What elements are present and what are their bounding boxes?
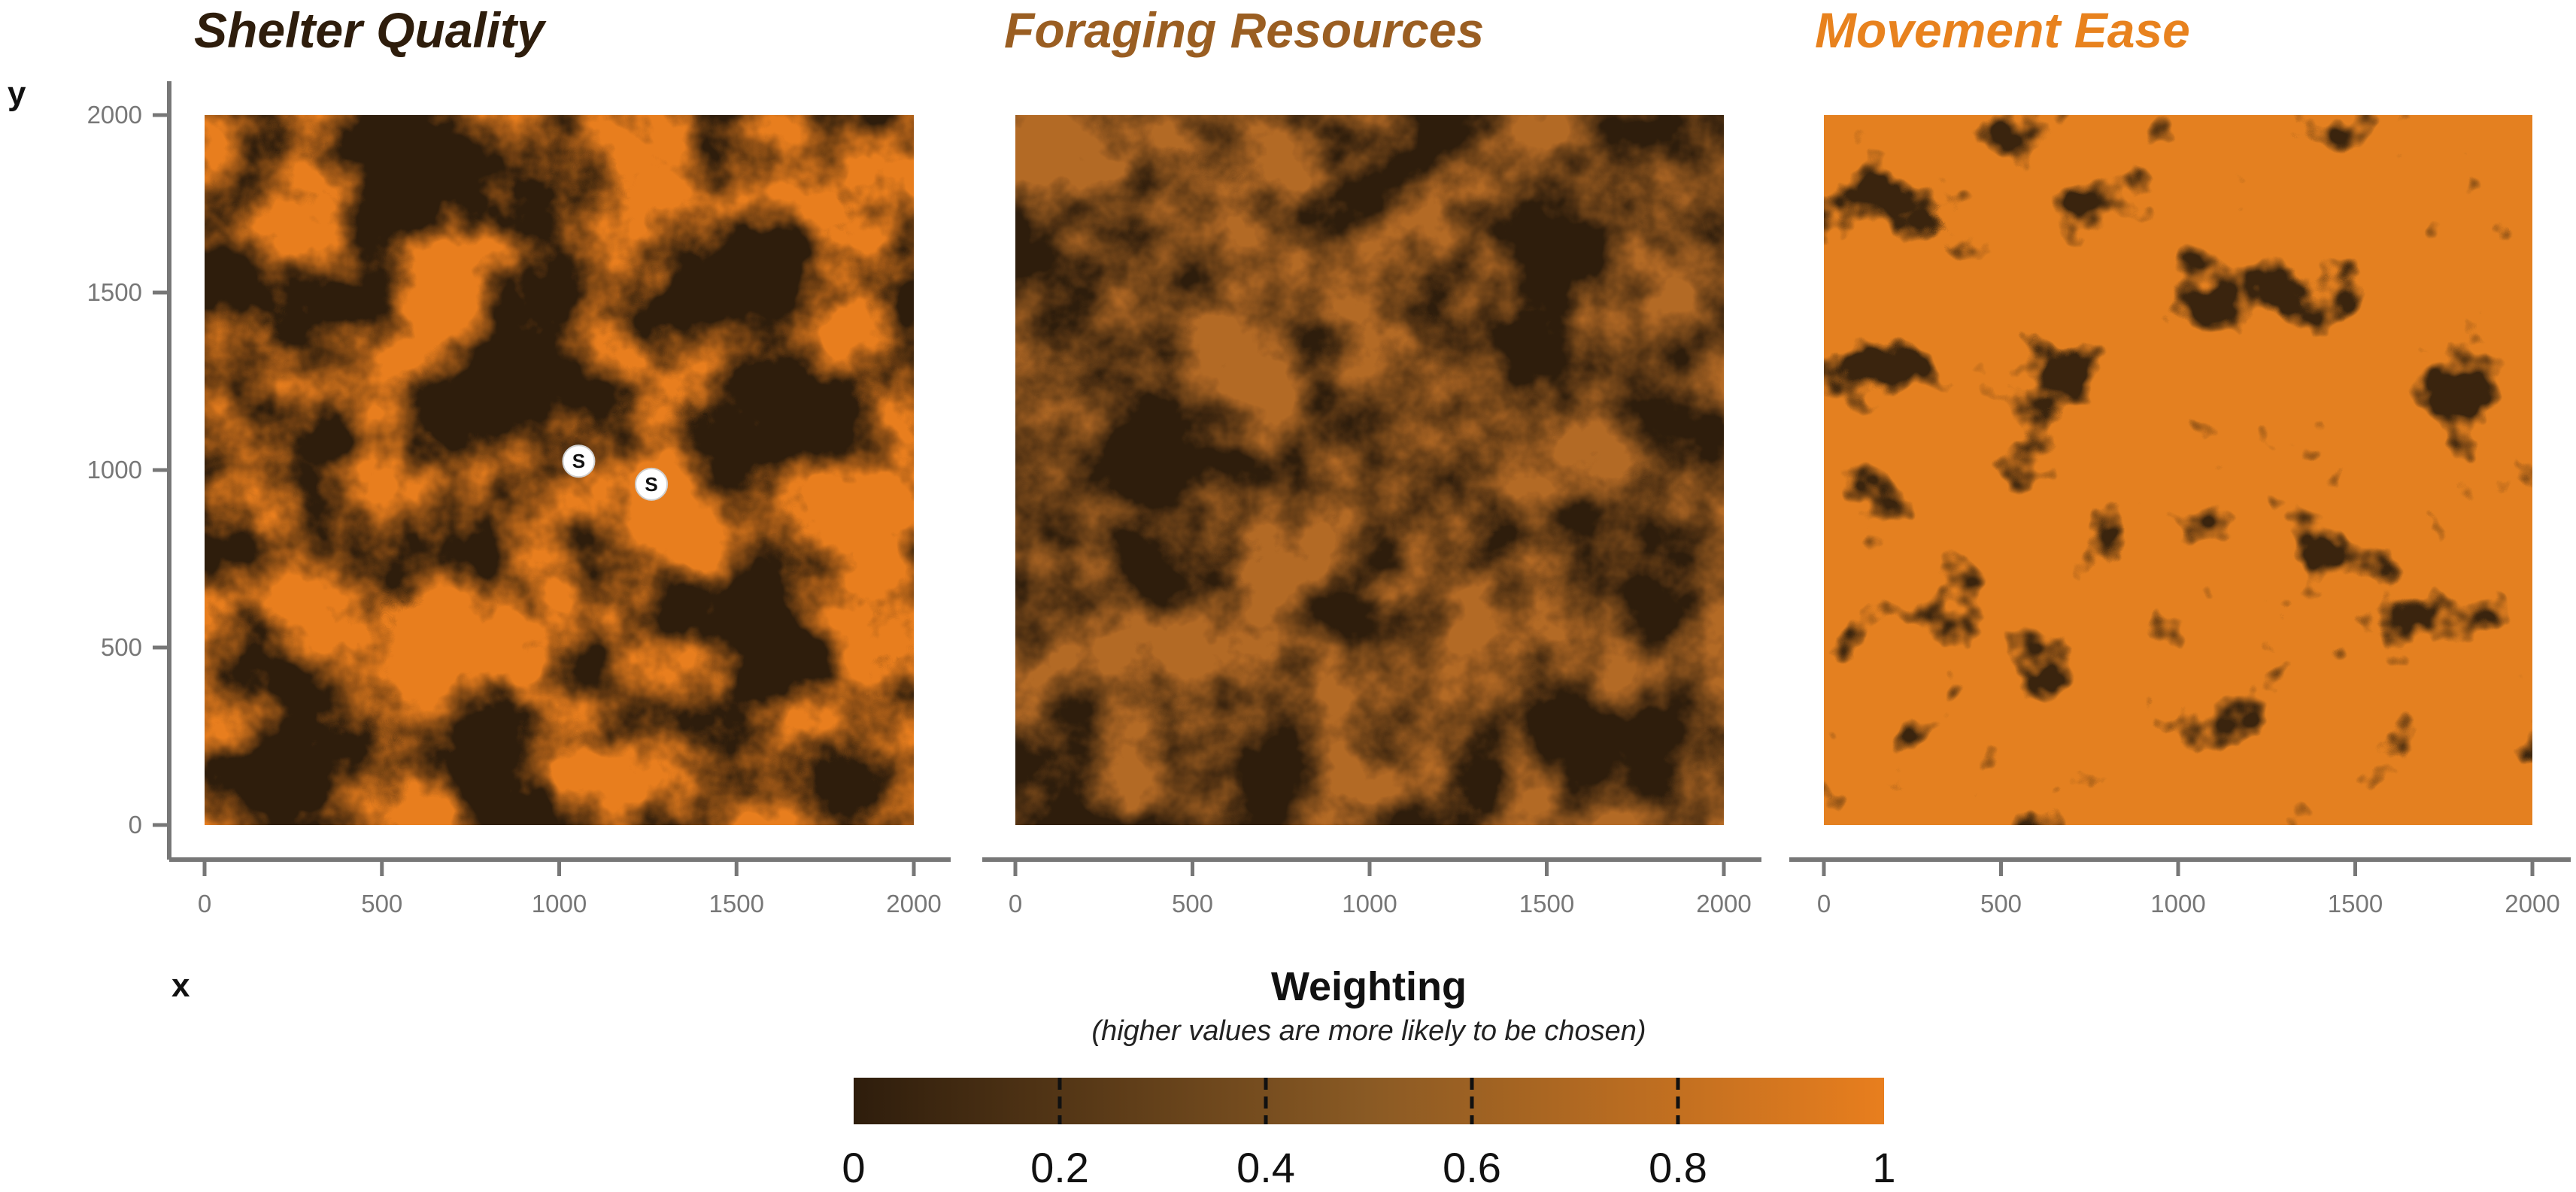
panel-foraging-resources: 0 500 1000 1500 2000 — [982, 115, 1761, 918]
x-tick-label: 500 — [1980, 890, 2022, 918]
shelter-point-marker — [635, 467, 669, 501]
y-tick-label: 2000 — [87, 101, 142, 129]
shelter-point-label: S — [645, 473, 657, 496]
panel-shelter-quality: 0 500 1000 1500 2000 0 500 1000 1500 2000 S S — [87, 81, 951, 918]
x-tick-label: 1000 — [532, 890, 587, 918]
x-tick-label: 500 — [361, 890, 402, 918]
heatmap-raster-shelter-quality — [205, 115, 914, 825]
y-tick-label: 0 — [129, 811, 142, 839]
color-legend: 0 0.2 0.4 0.6 0.8 1 — [842, 1078, 1896, 1191]
x-tick-label: 2000 — [2505, 890, 2559, 918]
panel-movement-ease: 0 500 1000 1500 2000 — [1789, 115, 2571, 918]
legend-subtitle: (higher values are more likely to be cho… — [1091, 1015, 1646, 1047]
y-tick-label: 1000 — [87, 456, 142, 484]
x-tick-label: 1000 — [2150, 890, 2205, 918]
y-axis-label: y — [8, 75, 26, 112]
x-tick-label: 0 — [1009, 890, 1022, 918]
legend-tick-label: 0.4 — [1236, 1144, 1295, 1191]
x-tick-label: 0 — [198, 890, 211, 918]
shelter-point-label: S — [572, 450, 585, 472]
legend-tick-label: 0.6 — [1443, 1144, 1501, 1191]
x-tick-label: 1500 — [709, 890, 764, 918]
legend-tick-label: 0 — [842, 1144, 865, 1191]
shelter-point: S — [562, 444, 596, 478]
panel-title-movement-ease: Movement Ease — [1815, 2, 2190, 58]
x-tick-label: 1500 — [2328, 890, 2383, 918]
panel-title-shelter-quality: Shelter Quality — [194, 2, 545, 58]
y-tick-label: 500 — [101, 633, 142, 661]
heatmap-panels: 0 500 1000 1500 2000 0 500 1000 1500 2000 S S 0 500 10… — [87, 81, 2571, 918]
legend-colorbar — [854, 1078, 1884, 1124]
legend-tick-label: 1 — [1872, 1144, 1895, 1191]
legend-tick-label: 0.8 — [1649, 1144, 1707, 1191]
panel-title-foraging-resources: Foraging Resources — [1004, 2, 1485, 58]
heatmap-raster-foraging-resources — [1015, 115, 1724, 825]
x-tick-label: 2000 — [886, 890, 941, 918]
x-tick-label: 1000 — [1342, 890, 1397, 918]
x-axis-label: x — [171, 967, 190, 1004]
x-tick-label: 500 — [1172, 890, 1213, 918]
heatmap-raster-movement-ease — [1824, 115, 2532, 825]
y-tick-label: 1500 — [87, 278, 142, 306]
x-tick-label: 2000 — [1696, 890, 1751, 918]
legend-tick-label: 0.2 — [1030, 1144, 1089, 1191]
x-tick-label: 0 — [1817, 890, 1831, 918]
legend-title: Weighting — [1271, 964, 1467, 1009]
shelter-point: S — [635, 467, 669, 501]
x-tick-label: 1500 — [1519, 890, 1574, 918]
shelter-point-marker — [562, 444, 596, 478]
